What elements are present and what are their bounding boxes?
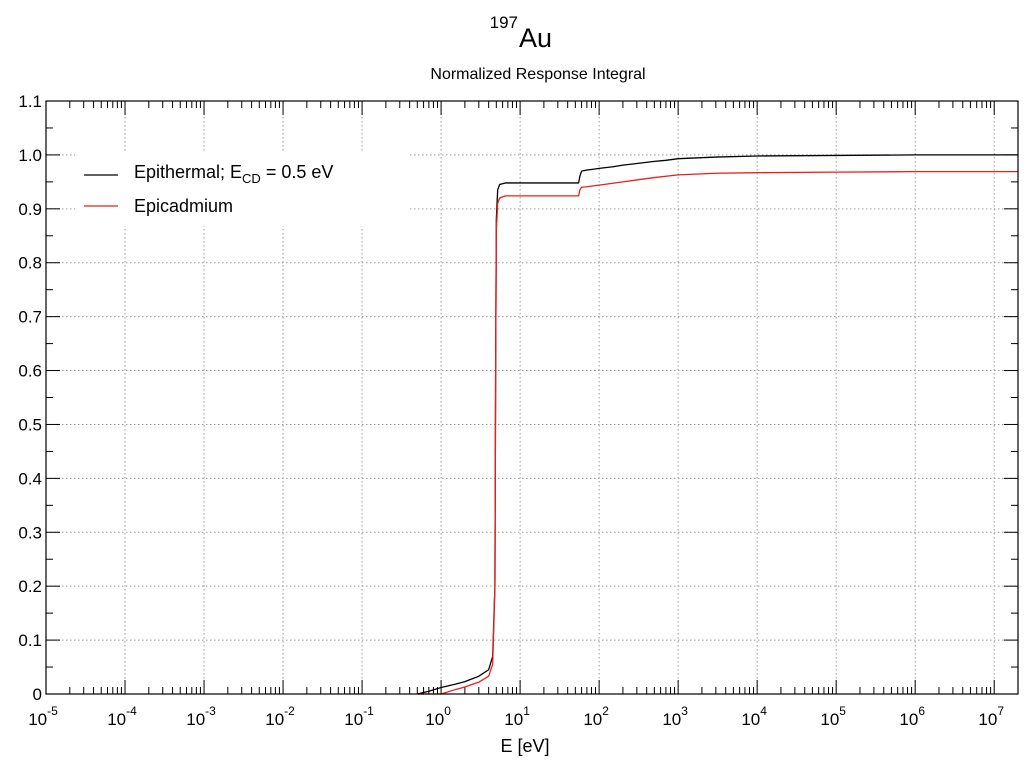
legend-label-epithermal-sub: CD (242, 171, 261, 186)
y-tick-label: 0.6 (18, 362, 42, 381)
chart-title-superscript: 197 (490, 13, 518, 32)
plot-frame (45, 100, 1019, 695)
x-tick-label: 106 (899, 704, 925, 729)
series-lines (417, 154, 1018, 695)
x-tick-label: 10-5 (28, 704, 58, 729)
x-tick-label: 102 (583, 704, 609, 729)
y-tick-label: 0.8 (18, 254, 42, 273)
x-tick-label: 103 (662, 704, 688, 729)
x-tick-label: 10-2 (265, 704, 295, 729)
y-tick-label: 1.0 (18, 146, 42, 165)
legend-label-epithermal-prefix: Epithermal; E (134, 162, 242, 182)
x-axis-title: E [eV] (500, 736, 549, 756)
grid (46, 101, 1018, 694)
axis-ticks (45, 100, 1019, 695)
x-tick-labels: 10-5 10-4 10-3 10-2 10-1 100 101 102 103 104 105 10… (28, 704, 1004, 729)
chart-subtitle: Normalized Response Integral (430, 66, 645, 83)
legend-label-epicadmium: Epicadmium (134, 196, 233, 216)
y-tick-label: 0 (33, 685, 42, 704)
legend: Epithermal; ECD = 0.5 eV Epicadmium (75, 152, 410, 226)
x-tick-label: 104 (741, 704, 767, 729)
y-tick-label: 0.4 (18, 469, 42, 488)
y-tick-label: 0.3 (18, 523, 42, 542)
y-tick-label: 0.1 (18, 631, 42, 650)
y-tick-label: 0.7 (18, 308, 42, 327)
y-tick-label: 0.2 (18, 577, 42, 596)
x-tick-label: 105 (820, 704, 846, 729)
y-tick-label: 1.1 (18, 92, 42, 111)
legend-label-epithermal-suffix: = 0.5 eV (261, 162, 334, 182)
legend-box (75, 152, 410, 226)
series-line-1 (417, 170, 1018, 695)
y-tick-label: 0.5 (18, 415, 42, 434)
y-tick-labels: 0 0.1 0.2 0.3 0.4 0.5 0.6 0.7 0.8 0.9 1.0 1.1 (18, 92, 42, 704)
x-tick-label: 10-4 (107, 704, 137, 729)
x-tick-label: 101 (504, 704, 530, 729)
x-tick-label: 10-3 (186, 704, 216, 729)
y-tick-label: 0.9 (18, 200, 42, 219)
series-line-0 (417, 154, 1018, 695)
x-tick-label: 10-1 (344, 704, 374, 729)
legend-label-epithermal: Epithermal; ECD = 0.5 eV (134, 162, 333, 186)
chart-title: Au (519, 23, 552, 53)
x-tick-label: 100 (425, 704, 451, 729)
x-tick-label: 107 (978, 704, 1004, 729)
